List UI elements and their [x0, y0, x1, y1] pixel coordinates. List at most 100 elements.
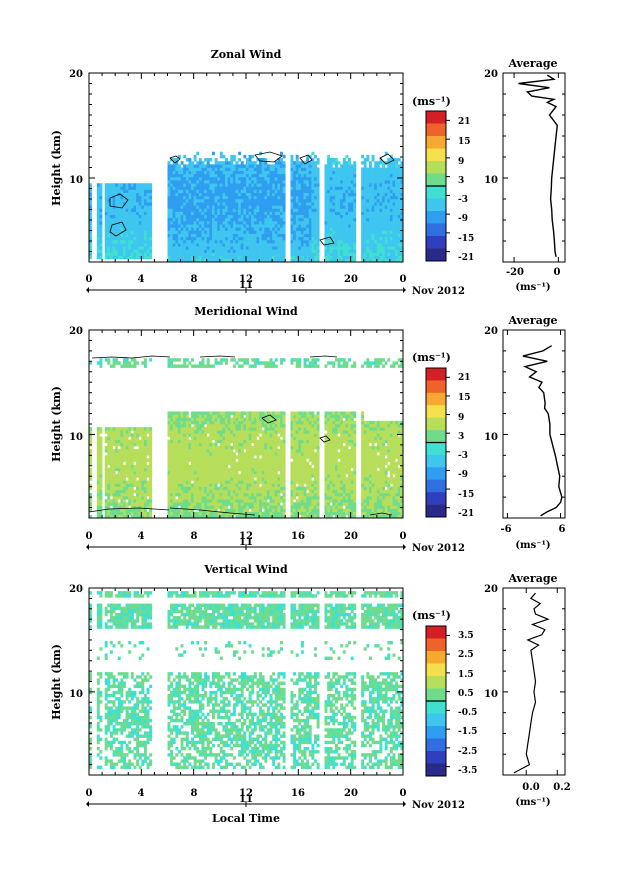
heatmap-cell: [306, 158, 310, 162]
heatmap-cell: [177, 189, 181, 193]
heatmap-cell: [170, 173, 174, 178]
heatmap-cell: [143, 489, 147, 494]
heatmap-cell: [211, 186, 215, 190]
heatmap-cell: [201, 467, 205, 472]
heatmap-cell: [311, 180, 315, 184]
heatmap-cell: [115, 199, 119, 203]
heatmap-cell: [368, 211, 372, 216]
heatmap-cell: [204, 158, 208, 162]
heatmap-cell: [185, 461, 189, 466]
heatmap-cell: [392, 208, 396, 212]
heatmap-cell: [188, 420, 192, 425]
heatmap-cell: [211, 364, 215, 368]
heatmap-cell: [204, 227, 208, 231]
heatmap-cell: [222, 439, 226, 444]
heatmap-cell: [227, 417, 231, 422]
heatmap-cell: [371, 173, 375, 178]
heatmap-cell: [376, 249, 380, 253]
heatmap-cell: [282, 173, 286, 178]
heatmap-cell: [177, 154, 181, 159]
heatmap-cell: [387, 246, 391, 250]
heatmap-cell: [104, 189, 108, 193]
heatmap-cell: [107, 430, 111, 434]
heatmap-cell: [188, 455, 192, 459]
heatmap-cell: [222, 430, 226, 434]
heatmap-cell: [366, 224, 370, 228]
heatmap-cell: [246, 217, 249, 222]
heatmap-cell: [384, 180, 388, 184]
heatmap-cell: [379, 243, 383, 247]
heatmap-cell: [133, 224, 137, 228]
heatmap-cell: [141, 458, 145, 462]
heatmap-cell: [136, 514, 140, 518]
heatmap-cell: [175, 439, 179, 444]
heatmap-cell: [374, 186, 378, 190]
heatmap-cell: [172, 471, 176, 475]
heatmap-cell: [290, 258, 294, 262]
heatmap-cell: [337, 243, 341, 247]
heatmap-cell: [167, 464, 171, 469]
heatmap-cell: [308, 205, 312, 209]
heatmap-cell: [248, 199, 252, 203]
heatmap-cell: [198, 243, 202, 247]
heatmap-cell: [141, 233, 145, 238]
heatmap-cell: [191, 176, 194, 181]
heatmap-cell: [107, 455, 111, 459]
heatmap-cell: [251, 167, 255, 171]
heatmap-cell: [293, 224, 297, 228]
heatmap-cell: [327, 230, 331, 234]
heatmap-cell: [214, 492, 218, 497]
heatmap-cell: [363, 246, 367, 250]
heatmap-cell: [204, 420, 208, 425]
heatmap-cell: [175, 167, 179, 171]
heatmap-cell: [109, 489, 113, 494]
heatmap-cell: [170, 449, 174, 453]
heatmap-cell: [295, 211, 299, 216]
heatmap-cell: [204, 233, 208, 238]
heatmap-cell: [185, 364, 189, 368]
heatmap-cell: [180, 499, 184, 503]
heatmap-cell: [387, 243, 391, 247]
heatmap-cell: [146, 499, 150, 503]
heatmap-cell: [248, 258, 252, 262]
heatmap-cell: [400, 176, 403, 181]
heatmap-cell: [238, 180, 242, 184]
heatmap-cell: [334, 239, 338, 244]
heatmap-cell: [141, 214, 145, 219]
heatmap-cell: [329, 199, 333, 203]
heatmap-cell: [256, 246, 260, 250]
heatmap-cell: [397, 239, 401, 244]
heatmap-cell: [128, 452, 132, 456]
heatmap-cell: [120, 486, 124, 491]
heatmap-cell: [282, 208, 286, 212]
heatmap-cell: [368, 217, 372, 222]
heatmap-cell: [217, 361, 221, 365]
heatmap-cell: [324, 195, 328, 200]
heatmap-cell: [227, 161, 231, 165]
heatmap-cell: [167, 208, 171, 212]
heatmap-cell: [209, 170, 213, 175]
heatmap-cell: [303, 230, 307, 234]
heatmap-cell: [397, 195, 401, 200]
heatmap-cell: [201, 420, 205, 425]
heatmap-cell: [300, 255, 304, 260]
heatmap-cell: [109, 255, 113, 260]
heatmap-cell: [172, 486, 176, 491]
heatmap-cell: [167, 189, 171, 193]
heatmap-cell: [361, 233, 365, 238]
heatmap-cell: [269, 189, 273, 193]
heatmap-cell: [115, 442, 119, 447]
heatmap-cell: [214, 511, 218, 516]
heatmap-cell: [107, 477, 111, 481]
heatmap-cell: [230, 461, 234, 466]
heatmap-cell: [327, 195, 331, 200]
heatmap-cell: [191, 164, 194, 168]
heatmap-cell: [363, 230, 367, 234]
colorbar-swatch: [426, 136, 446, 149]
heatmap-cell: [240, 502, 244, 506]
heatmap-cell: [136, 208, 140, 212]
heatmap-cell: [104, 489, 108, 494]
heatmap-cell: [206, 361, 210, 365]
heatmap-cell: [115, 249, 119, 253]
heatmap-cell: [235, 489, 239, 494]
